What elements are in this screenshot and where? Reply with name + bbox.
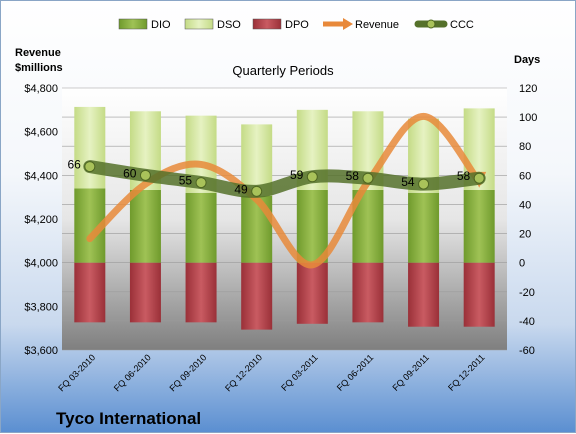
data-labels: 66 60 55 49 59 58 54 58 xyxy=(67,158,470,197)
bar-dso xyxy=(74,106,106,189)
left-tick-label: $3,600 xyxy=(24,345,58,357)
right-tick-label: 120 xyxy=(519,83,537,95)
legend-arrowhead-revenue xyxy=(343,18,353,30)
legend-label-dio: DIO xyxy=(151,19,171,31)
bar-dio xyxy=(185,192,217,263)
legend-label-ccc: CCC xyxy=(450,19,474,31)
x-tick-label: FQ 06-2010 xyxy=(112,352,153,393)
company-label: Tyco International xyxy=(56,409,201,428)
legend-marker-ccc xyxy=(426,19,436,29)
bar-dpo xyxy=(185,262,217,323)
bar-dio xyxy=(296,189,328,263)
left-tick-label: $4,400 xyxy=(24,170,58,182)
bar-dpo xyxy=(296,262,328,324)
bar-dpo xyxy=(74,262,106,323)
ccc-marker xyxy=(84,161,96,173)
ccc-marker xyxy=(473,172,485,184)
bar-dpo xyxy=(129,262,161,323)
x-tick-label: FQ 09-2011 xyxy=(390,352,431,393)
left-tick-label: $4,800 xyxy=(24,83,58,95)
x-tick-label: FQ 03-2010 xyxy=(56,352,97,393)
legend-label-dso: DSO xyxy=(217,19,241,31)
left-axis-label-line2: $millions xyxy=(15,62,63,74)
right-tick-label: 20 xyxy=(519,229,531,241)
x-tick-label: FQ 03-2011 xyxy=(279,352,320,393)
ccc-data-label: 54 xyxy=(401,175,415,189)
ccc-marker xyxy=(362,172,374,184)
legend: DIO DSO DPO Revenue CCC xyxy=(118,18,474,31)
right-axis-ticks: -60 -40 -20 0 20 40 60 80 100 120 xyxy=(519,83,537,357)
left-axis-label-line1: Revenue xyxy=(15,47,61,59)
right-tick-label: 0 xyxy=(519,258,525,270)
chart-title: Quarterly Periods xyxy=(232,63,334,78)
bar-dio xyxy=(408,192,440,263)
ccc-marker xyxy=(418,178,430,190)
ccc-marker xyxy=(139,169,151,181)
right-tick-label: 40 xyxy=(519,199,531,211)
x-tick-label: FQ 12-2010 xyxy=(223,352,264,393)
ccc-data-label: 58 xyxy=(346,169,360,183)
ccc-data-label: 55 xyxy=(179,174,193,188)
left-tick-label: $4,600 xyxy=(24,127,58,139)
ccc-data-label: 49 xyxy=(234,182,248,196)
left-tick-label: $4,200 xyxy=(24,214,58,226)
bar-dpo xyxy=(352,262,384,323)
bar-dio xyxy=(129,189,161,263)
ccc-data-label: 66 xyxy=(67,158,81,172)
left-tick-label: $3,800 xyxy=(24,301,58,313)
ccc-data-label: 60 xyxy=(123,166,137,180)
bar-dpo xyxy=(463,262,495,327)
bar-dpo xyxy=(241,262,273,330)
bar-dio xyxy=(463,189,495,263)
ccc-marker xyxy=(251,185,263,197)
ccc-marker xyxy=(306,171,318,183)
x-tick-label: FQ 06-2011 xyxy=(335,352,376,393)
legend-label-revenue: Revenue xyxy=(355,19,399,31)
x-tick-label: FQ 09-2010 xyxy=(167,352,208,393)
right-tick-label: -60 xyxy=(519,345,535,357)
right-axis-label: Days xyxy=(514,54,540,66)
legend-swatch-dpo xyxy=(252,18,282,30)
bar-dpo xyxy=(408,262,440,327)
ccc-data-label: 59 xyxy=(290,168,304,182)
right-tick-label: 60 xyxy=(519,170,531,182)
left-axis-ticks: $3,600 $3,800 $4,000 $4,200 $4,400 $4,600 $4,8… xyxy=(24,83,58,357)
bar-dio xyxy=(241,195,273,263)
legend-swatch-dso xyxy=(184,18,214,30)
legend-label-dpo: DPO xyxy=(285,19,309,31)
legend-swatch-dio xyxy=(118,18,148,30)
right-tick-label: 80 xyxy=(519,141,531,153)
right-tick-label: -40 xyxy=(519,316,535,328)
x-tick-label: FQ 12-2011 xyxy=(446,352,487,393)
series-lines xyxy=(83,112,487,269)
right-tick-label: 100 xyxy=(519,112,537,124)
ccc-data-label: 58 xyxy=(457,169,471,183)
left-tick-label: $4,000 xyxy=(24,258,58,270)
right-tick-label: -20 xyxy=(519,287,535,299)
ccc-marker xyxy=(195,177,207,189)
x-axis-ticks: FQ 03-2010 FQ 06-2010 FQ 09-2010 FQ 12-2010… xyxy=(56,352,486,393)
